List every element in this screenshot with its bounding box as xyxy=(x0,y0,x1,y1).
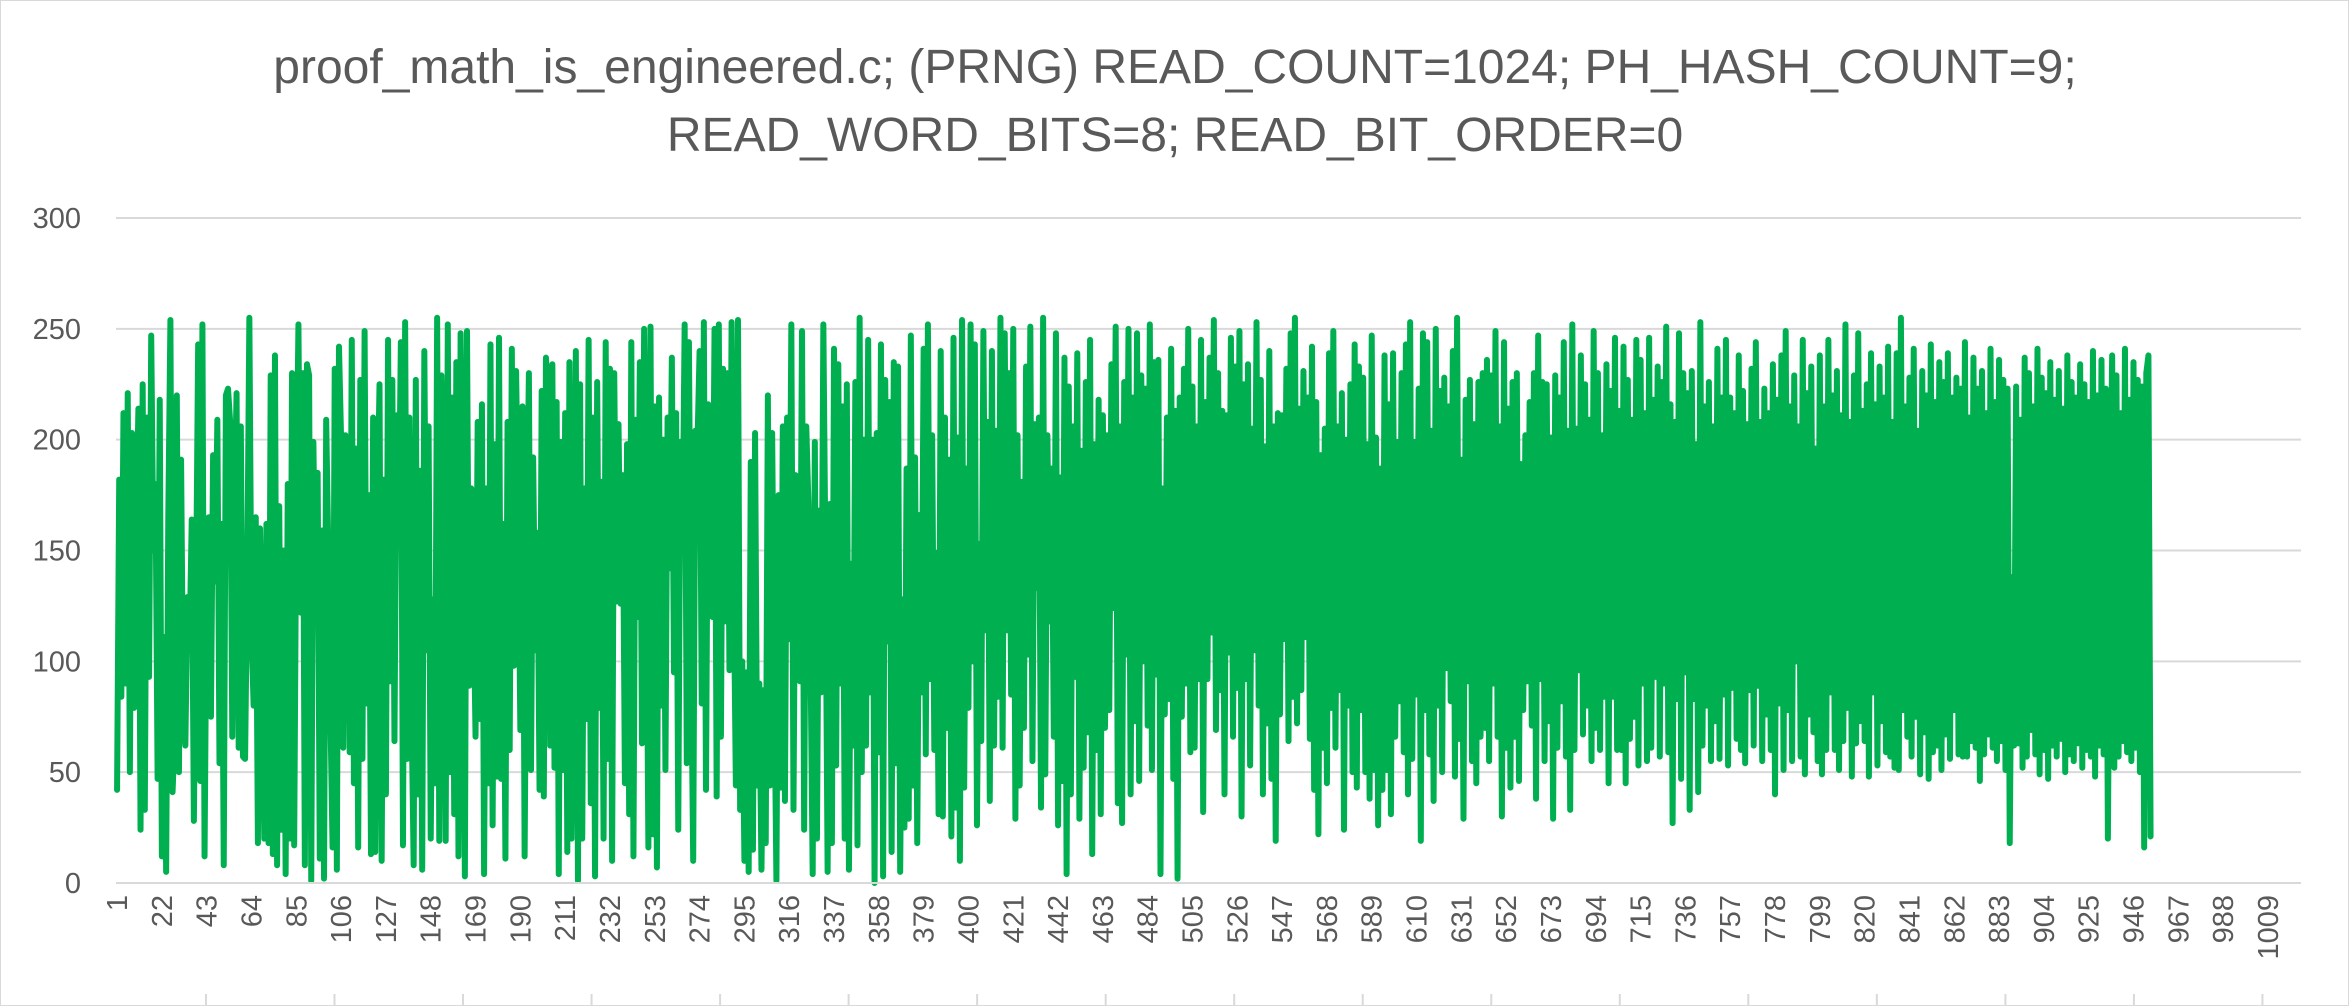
x-tick-label: 652 xyxy=(1491,895,1523,943)
x-tick-label: 841 xyxy=(1894,895,1926,943)
y-tick-label: 300 xyxy=(33,203,81,235)
x-tick-label: 505 xyxy=(1178,895,1210,943)
x-tick-label: 736 xyxy=(1670,895,1702,943)
x-tick-label: 442 xyxy=(1043,895,1075,943)
x-tick-label: 190 xyxy=(505,895,537,943)
x-tick-label: 148 xyxy=(416,895,448,943)
y-tick-label: 100 xyxy=(33,646,81,678)
x-tick-label: 253 xyxy=(640,895,672,943)
x-tick-label: 463 xyxy=(1088,895,1120,943)
x-tick-label: 904 xyxy=(2029,895,2061,943)
x-tick-label: 484 xyxy=(1133,895,1165,943)
x-tick-label: 526 xyxy=(1222,895,1254,943)
x-tick-label: 1009 xyxy=(2253,895,2285,960)
x-tick-label: 43 xyxy=(192,895,224,927)
x-tick-label: 925 xyxy=(2074,895,2106,943)
x-tick-label: 694 xyxy=(1581,895,1613,943)
x-tick-label: 400 xyxy=(953,895,985,943)
x-tick-label: 316 xyxy=(774,895,806,943)
x-tick-label: 64 xyxy=(237,895,269,927)
x-tick-label: 568 xyxy=(1312,895,1344,943)
y-tick-label: 0 xyxy=(65,868,81,900)
x-tick-label: 967 xyxy=(2163,895,2195,943)
x-tick-label: 85 xyxy=(281,895,313,927)
series-line-1 xyxy=(114,314,2154,886)
x-tick-label: 820 xyxy=(1850,895,1882,943)
x-tick-label: 421 xyxy=(998,895,1030,943)
y-tick-label: 150 xyxy=(33,536,81,568)
x-tick-label: 337 xyxy=(819,895,851,943)
y-tick-label: 250 xyxy=(33,314,81,346)
x-tick-label: 379 xyxy=(909,895,941,943)
x-tick-label: 274 xyxy=(685,895,717,943)
y-axis-tick-labels: 0 50 100 150 200 250 300 xyxy=(33,203,81,900)
x-axis: 1 22 43 64 85 106 127 148 169 190 211 232 253 274 295 3… xyxy=(102,882,2301,1005)
chart-title-line-2: READ_WORD_BITS=8; READ_BIT_ORDER=0 xyxy=(667,109,1683,162)
x-tick-label: 778 xyxy=(1760,895,1792,943)
x-tick-label: 232 xyxy=(595,895,627,943)
x-tick-label: 988 xyxy=(2208,895,2240,943)
plot-area xyxy=(114,314,2154,886)
x-tick-label: 1 xyxy=(102,895,134,911)
x-tick-label: 22 xyxy=(147,895,179,927)
x-tick-label: 610 xyxy=(1402,895,1434,943)
x-tick-label: 631 xyxy=(1446,895,1478,943)
y-tick-label: 200 xyxy=(33,425,81,457)
x-tick-label: 862 xyxy=(1939,895,1971,943)
x-tick-label: 106 xyxy=(326,895,358,943)
x-tick-label: 883 xyxy=(1984,895,2016,943)
x-tick-label: 169 xyxy=(461,895,493,943)
x-tick-label: 946 xyxy=(2119,895,2151,943)
chart-title-line-1: proof_math_is_engineered.c; (PRNG) READ_… xyxy=(273,41,2076,94)
x-tick-label: 127 xyxy=(371,895,403,943)
x-tick-label: 211 xyxy=(550,895,582,941)
x-tick-label: 295 xyxy=(729,895,761,943)
x-tick-label: 715 xyxy=(1626,895,1658,943)
x-tick-label: 673 xyxy=(1536,895,1568,943)
x-tick-label: 589 xyxy=(1357,895,1389,943)
y-tick-label: 50 xyxy=(49,757,81,789)
x-tick-label: 358 xyxy=(864,895,896,943)
x-tick-label: 547 xyxy=(1267,895,1299,943)
x-tick-label: 757 xyxy=(1715,895,1747,943)
x-tick-label: 799 xyxy=(1805,895,1837,943)
